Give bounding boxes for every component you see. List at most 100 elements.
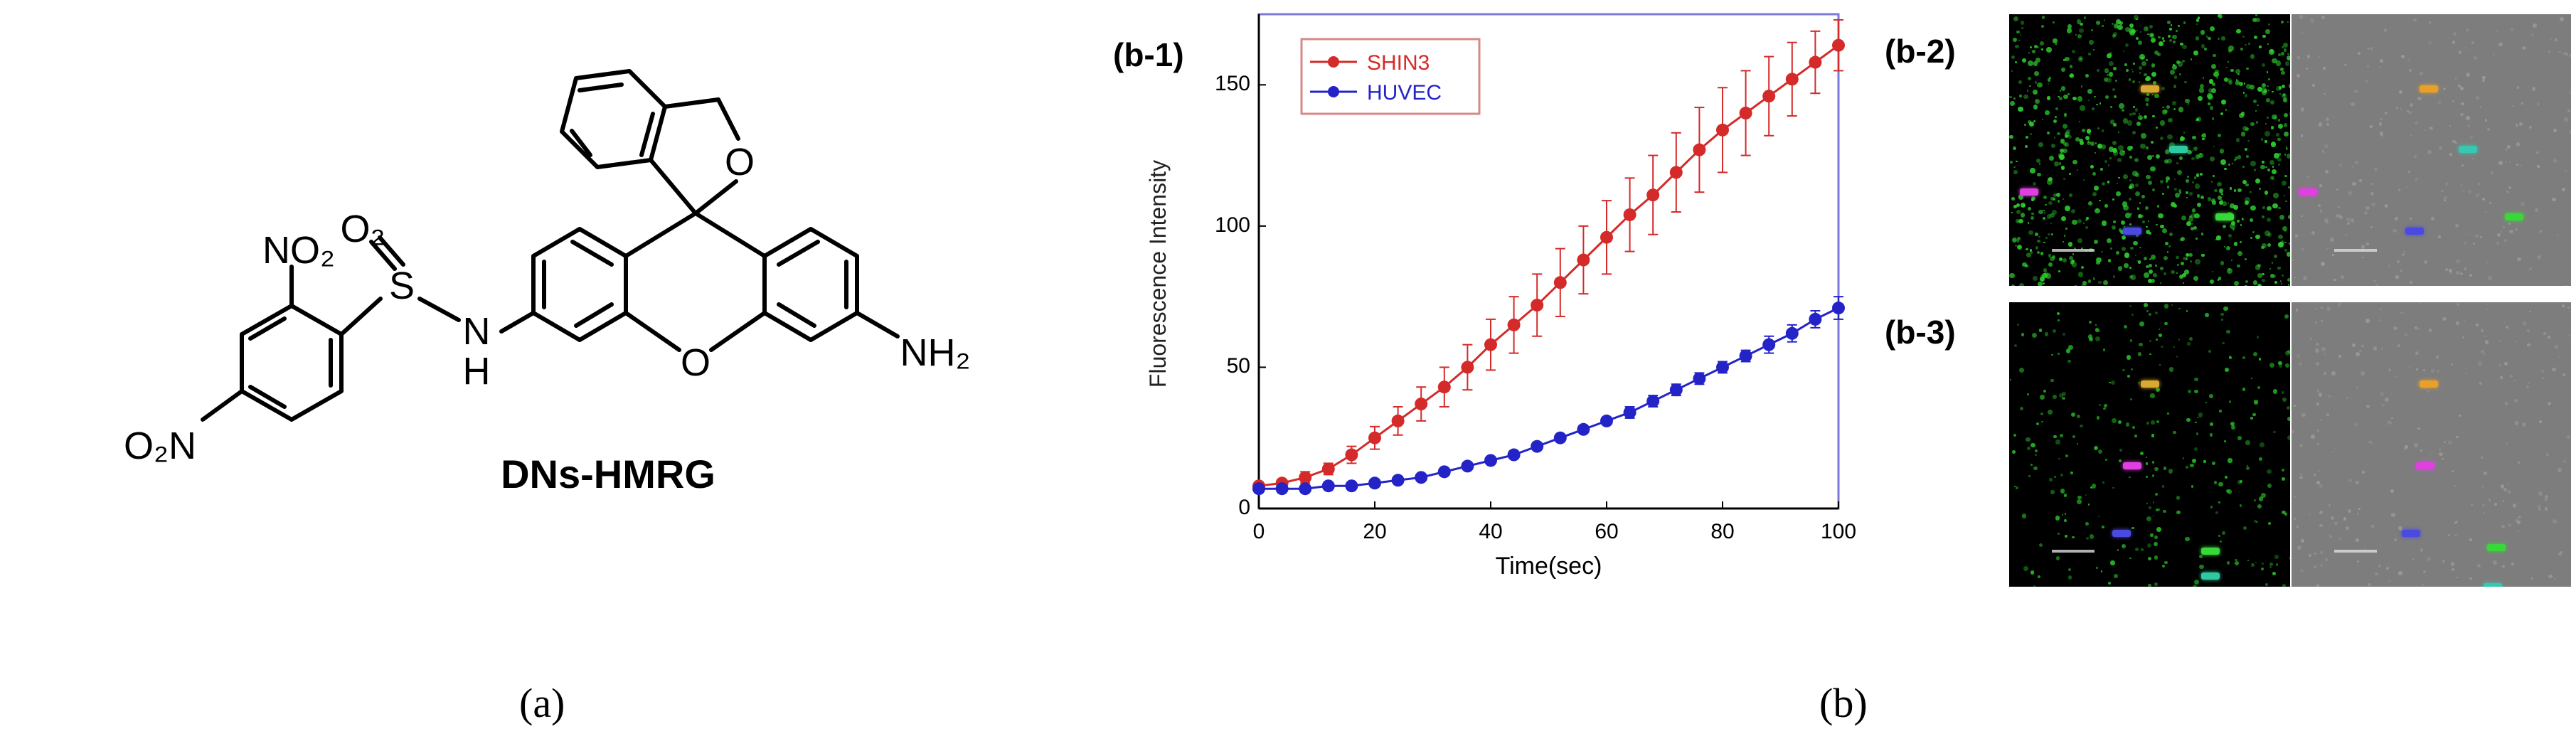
cell-speckle [2266, 98, 2270, 102]
cell-speckle [2059, 148, 2064, 153]
cell-speckle [2114, 23, 2119, 29]
cell-speckle [2071, 208, 2076, 213]
cell-speckle [2049, 77, 2051, 80]
cell-speckle [2119, 459, 2122, 463]
cell-speckle [2316, 389, 2320, 393]
cell-speckle [2288, 243, 2290, 245]
cell-speckle [2363, 548, 2367, 550]
cell-speckle [2097, 143, 2102, 149]
cell-speckle [2158, 36, 2161, 39]
cell-speckle [2306, 68, 2309, 70]
cell-speckle [2467, 189, 2471, 193]
cell-speckle [2264, 131, 2270, 137]
x-tick-label: 60 [1595, 520, 1618, 543]
cell-speckle [2090, 164, 2095, 169]
cell-speckle [2328, 534, 2333, 538]
cell-speckle [2326, 221, 2329, 224]
cell-speckle [2234, 156, 2238, 161]
cell-speckle [2038, 142, 2044, 147]
cell-speckle [2267, 117, 2269, 119]
cell-speckle [2228, 80, 2233, 85]
cell-speckle [2201, 133, 2206, 138]
cell-speckle [2154, 555, 2159, 560]
cell-speckle [2302, 276, 2307, 281]
cell-speckle [2077, 442, 2079, 444]
cell-speckle [2289, 112, 2290, 116]
cell-speckle [2013, 169, 2018, 174]
cell-speckle [2212, 117, 2215, 120]
cell-speckle [2408, 171, 2411, 174]
cell-speckle [2281, 52, 2284, 55]
data-point [1623, 405, 1636, 419]
cell-speckle [2262, 82, 2267, 87]
cell-speckle [2018, 106, 2023, 112]
cell-speckle [2337, 206, 2340, 208]
cell-speckle [2118, 102, 2124, 109]
cell-speckle [2229, 400, 2232, 403]
cell-speckle [2053, 193, 2058, 198]
cell-speckle [2545, 499, 2548, 501]
cell-speckle [2462, 190, 2464, 192]
cell-speckle [2449, 271, 2453, 275]
cell-speckle [2229, 355, 2232, 358]
cell-speckle [2095, 208, 2100, 214]
cell-speckle [2398, 526, 2402, 531]
cell-speckle [2306, 54, 2311, 58]
legend-swatch-marker [1328, 56, 1339, 68]
cell-speckle [2050, 378, 2054, 383]
cell-roi-marker [2299, 188, 2317, 196]
cell-speckle [2420, 72, 2424, 76]
cell-speckle [2529, 125, 2533, 129]
data-point [1275, 482, 1289, 496]
cell-speckle [2287, 154, 2290, 159]
cell-speckle [2093, 240, 2098, 245]
cell-speckle [2133, 106, 2135, 108]
cell-speckle [2102, 481, 2105, 484]
cell-speckle [2456, 520, 2459, 523]
cell-speckle [2466, 116, 2470, 120]
cell-speckle [2213, 481, 2218, 484]
cell-speckle [2395, 375, 2398, 378]
cell-speckle [2558, 50, 2561, 54]
cell-speckle [2149, 339, 2151, 342]
cell-speckle [2082, 281, 2087, 285]
cell-speckle [2162, 110, 2167, 114]
cell-speckle [2026, 90, 2029, 92]
cell-speckle [2547, 401, 2551, 405]
cell-speckle [2099, 404, 2102, 407]
cell-speckle [2449, 269, 2452, 272]
dns-hmrg-structure: NO₂ O₂N O₂ S N H O O NH₂ DNs-HMRG [124, 69, 970, 496]
cell-speckle [2476, 95, 2480, 100]
cell-speckle [2511, 562, 2515, 565]
data-point [1553, 276, 1567, 289]
cell-speckle [2208, 349, 2212, 353]
cell-speckle [2323, 92, 2326, 95]
cell-speckle [2087, 139, 2089, 142]
cell-speckle [2529, 310, 2531, 313]
legend-box [1300, 38, 1481, 115]
cell-speckle [2079, 138, 2084, 143]
cell-speckle [2262, 563, 2264, 565]
data-point [1739, 349, 1752, 363]
cell-speckle [2543, 331, 2546, 335]
cell-speckle [2136, 235, 2139, 238]
cell-speckle [2228, 458, 2232, 463]
cell-speckle [2208, 79, 2214, 84]
cell-speckle [2231, 260, 2233, 262]
cell-speckle [2141, 61, 2147, 67]
cell-speckle [2057, 132, 2060, 136]
cell-speckle [2117, 158, 2122, 162]
cell-speckle [2162, 39, 2165, 43]
cell-speckle [2110, 105, 2113, 108]
cell-speckle [2560, 16, 2565, 21]
cell-speckle [2407, 110, 2410, 112]
cell-speckle [2033, 275, 2038, 281]
cell-speckle [2508, 186, 2511, 189]
cell-speckle [2284, 61, 2290, 66]
cell-speckle [2245, 127, 2249, 131]
cell-speckle [2259, 358, 2262, 361]
cell-speckle [2456, 259, 2460, 263]
cell-speckle [2414, 443, 2419, 448]
cell-speckle [2156, 126, 2159, 129]
cell-speckle [2145, 97, 2150, 102]
